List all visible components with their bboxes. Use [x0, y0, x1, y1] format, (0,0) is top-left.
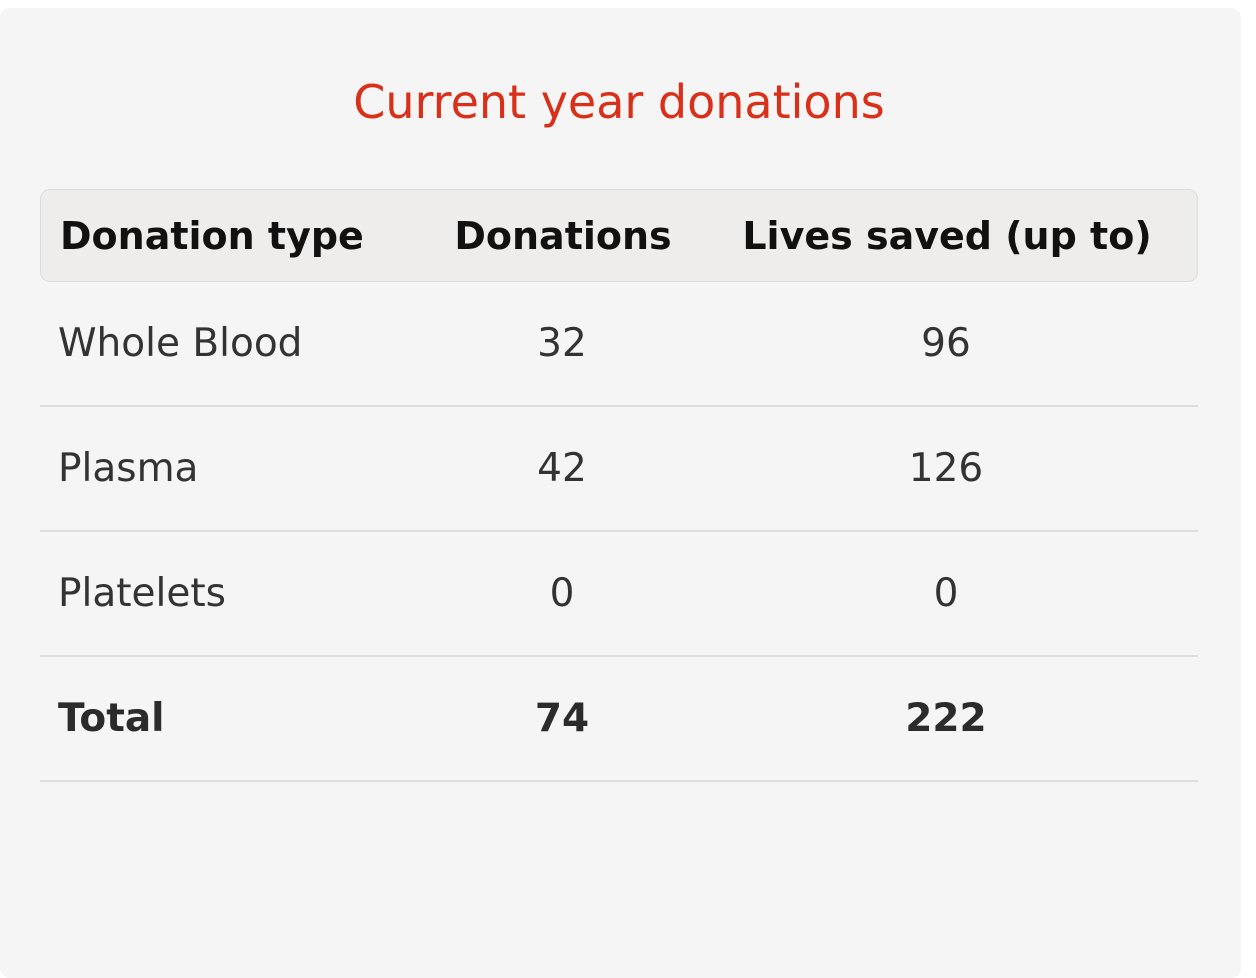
row-donation-type: Platelets	[58, 571, 226, 616]
total-donations: 74	[534, 696, 590, 741]
row-lives-saved: 0	[933, 571, 959, 616]
total-lives-saved: 222	[905, 696, 987, 741]
row-donations: 32	[537, 321, 587, 366]
row-lives-saved: 96	[921, 321, 971, 366]
header-lives-saved: Lives saved (up to)	[742, 213, 1152, 258]
row-donation-type: Plasma	[58, 446, 199, 491]
row-donations: 0	[549, 571, 575, 616]
header-donation-type: Donation type	[60, 213, 364, 258]
row-lives-saved: 126	[908, 446, 984, 491]
row-donations: 42	[537, 446, 587, 491]
donations-card: Current year donations Donation type Don…	[0, 8, 1241, 978]
table-row: Platelets 0 0	[40, 532, 1198, 657]
table-total-row: Total 74 222	[40, 657, 1198, 782]
card-title: Current year donations	[353, 75, 885, 129]
row-donation-type: Whole Blood	[58, 321, 303, 366]
header-donations: Donations	[454, 213, 672, 258]
total-label: Total	[58, 696, 165, 741]
table-header-row: Donation type Donations Lives saved (up …	[40, 189, 1198, 282]
donations-table: Donation type Donations Lives saved (up …	[40, 189, 1198, 782]
table-row: Whole Blood 32 96	[40, 282, 1198, 407]
table-row: Plasma 42 126	[40, 407, 1198, 532]
